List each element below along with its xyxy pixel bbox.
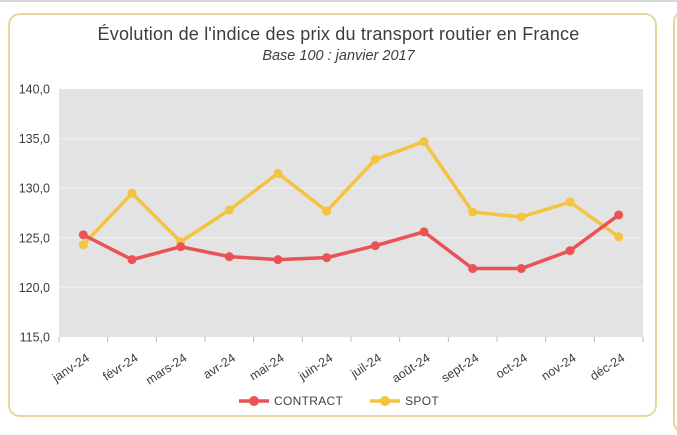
data-point	[565, 197, 575, 207]
x-axis-label: janv-24	[49, 351, 92, 386]
data-point	[127, 188, 137, 198]
data-point	[614, 232, 624, 242]
legend-item-contract: CONTRACT	[238, 394, 343, 408]
data-point	[370, 154, 380, 164]
data-point	[370, 241, 380, 251]
data-point	[614, 210, 624, 220]
x-axis-label: juin-24	[295, 351, 335, 384]
legend-label-spot: SPOT	[405, 394, 439, 408]
x-axis-label: mai-24	[247, 351, 287, 384]
data-point	[468, 264, 478, 274]
data-point	[322, 206, 332, 216]
chart-subtitle: Base 100 : janvier 2017	[262, 48, 415, 64]
chart-title: Évolution de l'indice des prix du transp…	[97, 24, 580, 44]
y-axis-label: 115,0	[20, 331, 50, 345]
x-axis-label: juil-24	[348, 351, 384, 381]
legend-label-contract: CONTRACT	[274, 394, 344, 408]
data-point	[565, 246, 575, 256]
x-axis-label: déc-24	[588, 351, 628, 384]
top-divider	[0, 0, 677, 2]
series-line	[81, 139, 621, 247]
x-axis-label: nov-24	[539, 351, 579, 384]
x-axis-label: mars-24	[143, 351, 189, 388]
data-point	[224, 252, 234, 262]
spot-line-marker-icon	[370, 396, 401, 406]
y-axis-label: 130,0	[19, 182, 50, 196]
y-axis-label: 140,0	[19, 83, 50, 97]
series-contract	[78, 210, 624, 274]
contract-line-marker-icon	[239, 396, 270, 406]
data-point	[273, 168, 283, 178]
y-axis-label: 125,0	[19, 231, 50, 245]
data-point	[127, 255, 137, 265]
x-axis-label: août-24	[389, 351, 432, 386]
plot-area	[59, 89, 643, 337]
data-point	[224, 205, 234, 215]
data-point	[322, 253, 332, 263]
data-point	[273, 255, 283, 265]
data-point	[516, 212, 526, 222]
x-axis-label: sept-24	[439, 351, 482, 385]
x-axis-label: oct-24	[493, 351, 530, 382]
data-point	[516, 264, 526, 274]
series-spot	[78, 137, 624, 250]
legend-item-spot: SPOT	[369, 394, 439, 408]
x-axis-label: avr-24	[201, 351, 238, 382]
x-axis-label: févr-24	[100, 351, 140, 384]
chart-legend: CONTRACT SPOT	[0, 394, 677, 408]
data-point	[176, 242, 186, 252]
series-line	[81, 213, 621, 271]
y-axis-label: 120,0	[19, 281, 50, 295]
data-point	[468, 207, 478, 217]
data-point	[419, 137, 429, 147]
data-point	[78, 240, 88, 250]
y-axis-label: 135,0	[19, 132, 50, 146]
data-point	[419, 227, 429, 237]
data-point	[78, 230, 88, 240]
